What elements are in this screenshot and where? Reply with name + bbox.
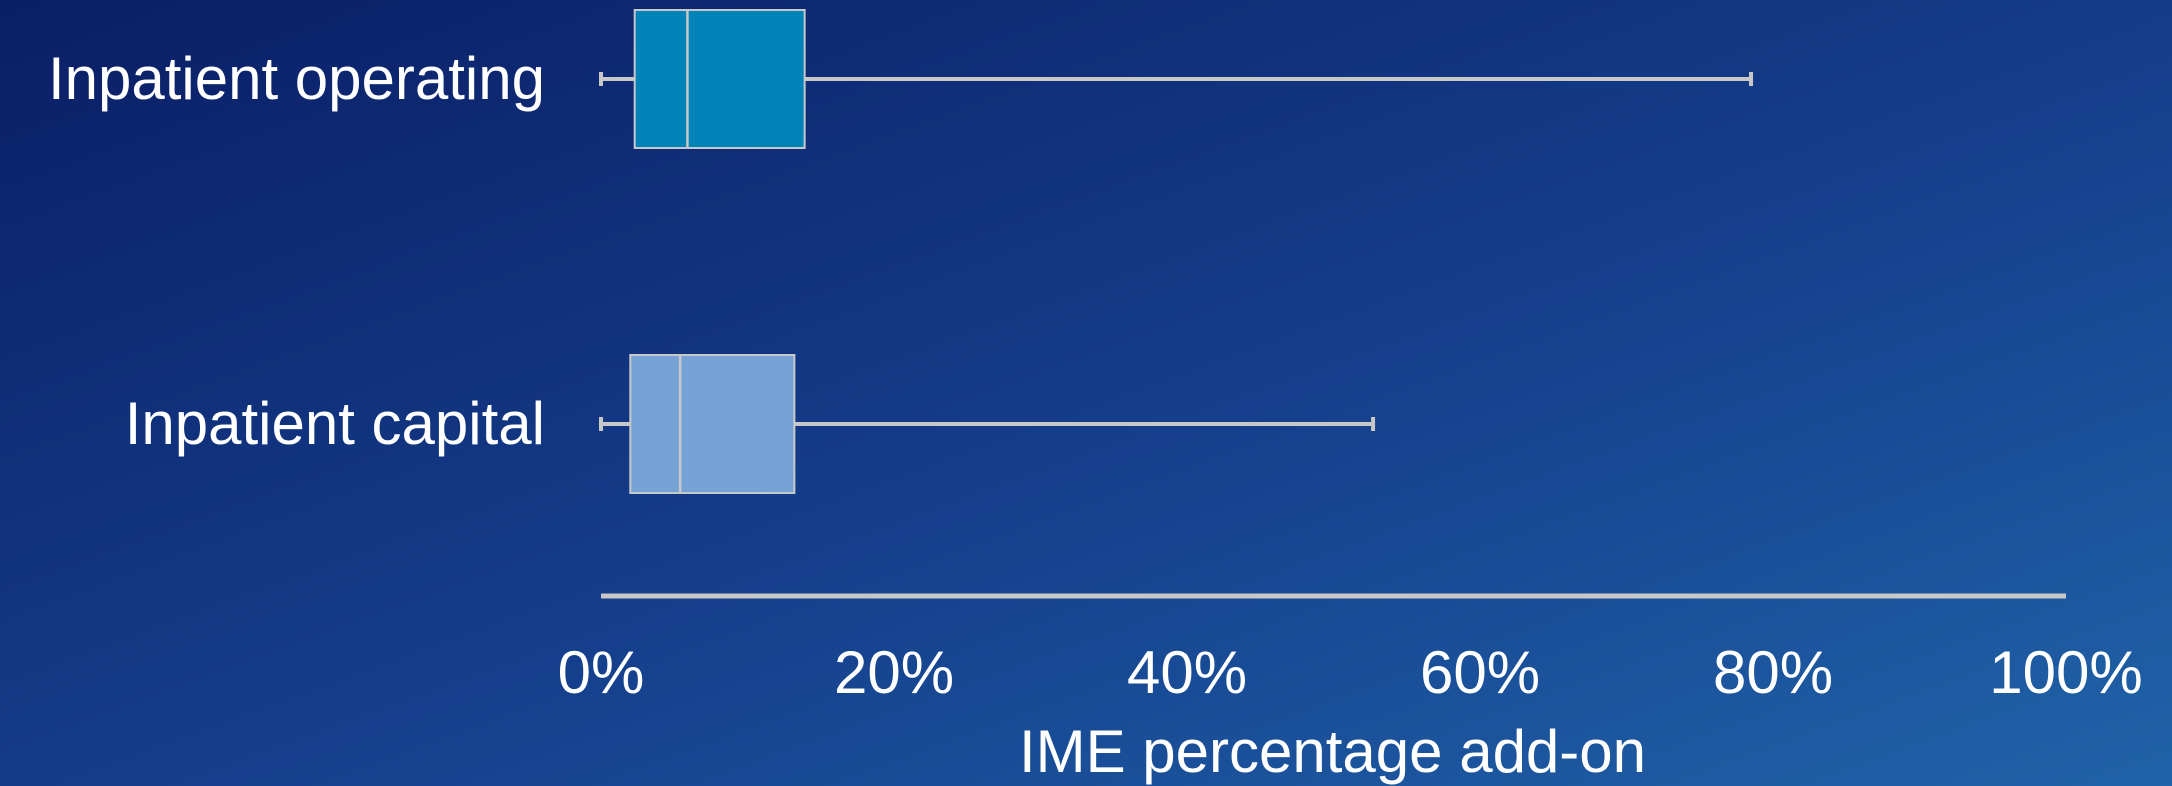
x-tick-label: 100%: [1989, 639, 2142, 706]
box-group: Inpatient capital: [125, 354, 1376, 494]
x-axis-label: IME percentage add-on: [1019, 718, 1646, 785]
x-tick-label: 60%: [1420, 639, 1540, 706]
box-group: Inpatient operating: [48, 9, 1754, 149]
x-tick-label: 40%: [1127, 639, 1247, 706]
category-label: Inpatient operating: [48, 45, 545, 112]
x-tick-label: 0%: [558, 639, 645, 706]
category-label: Inpatient capital: [125, 390, 545, 457]
box-iqr: [633, 9, 806, 149]
box-iqr: [629, 354, 796, 494]
x-tick-label: 20%: [834, 639, 954, 706]
x-tick-label: 80%: [1713, 639, 1833, 706]
